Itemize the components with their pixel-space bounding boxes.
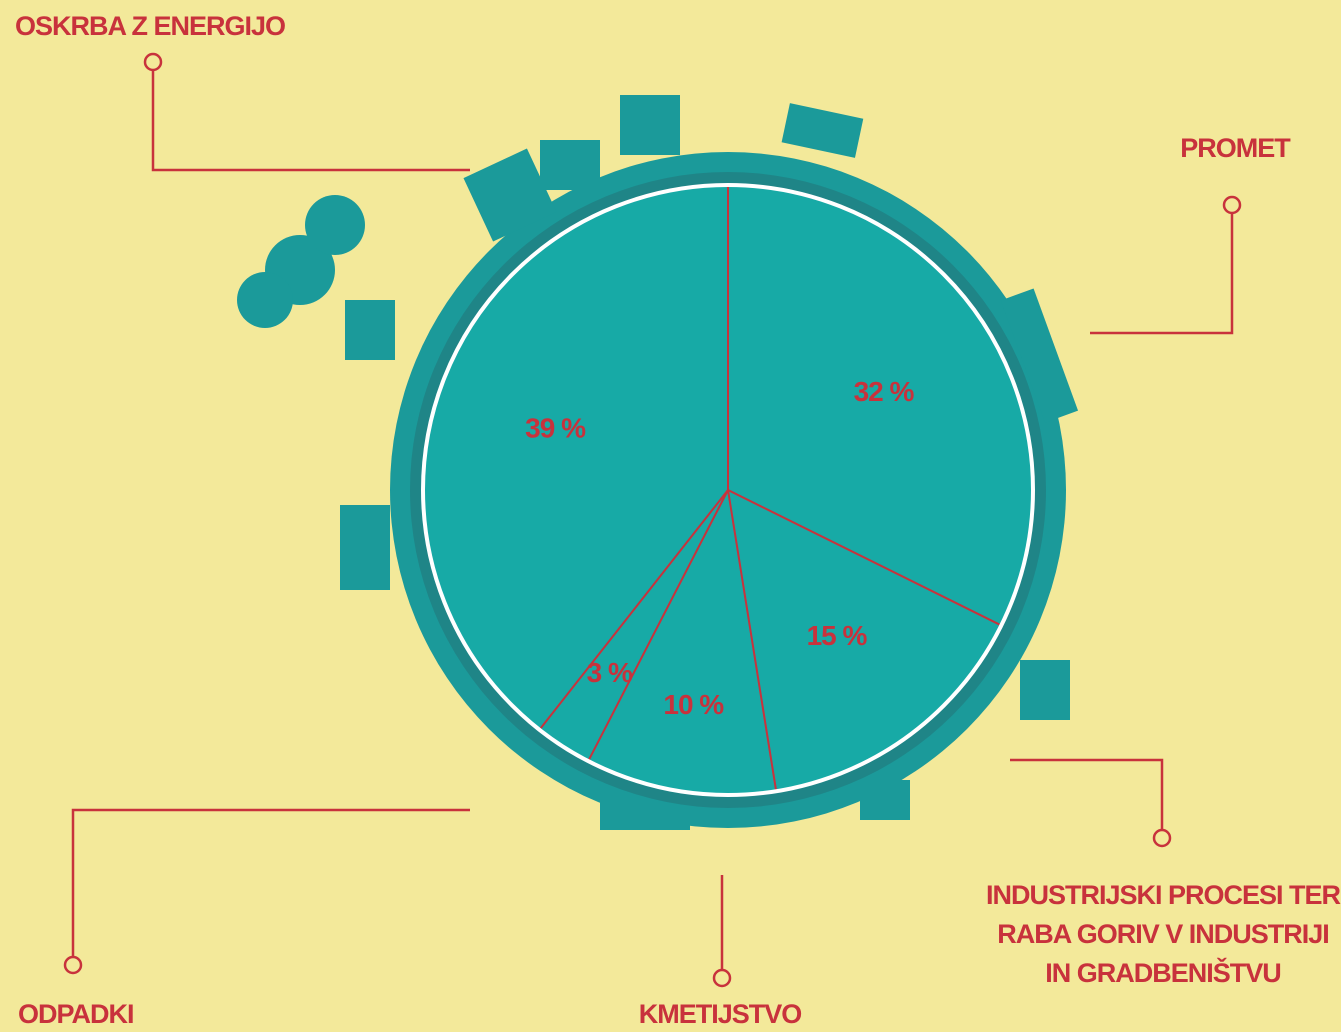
category-label: ODPADKI bbox=[18, 999, 134, 1029]
connector bbox=[1090, 213, 1232, 333]
connector bbox=[1010, 760, 1162, 830]
connector-dot bbox=[65, 957, 81, 973]
category-label: KMETIJSTVO bbox=[639, 999, 802, 1029]
smoke bbox=[305, 195, 365, 255]
truck bbox=[782, 103, 864, 158]
connector-dot bbox=[1154, 830, 1170, 846]
building bbox=[540, 140, 600, 190]
value-label: 15 % bbox=[807, 620, 868, 651]
connector-dot bbox=[1224, 197, 1240, 213]
category-label: OSKRBA Z ENERGIJO bbox=[15, 11, 285, 41]
connector-dot bbox=[145, 54, 161, 70]
building bbox=[340, 505, 390, 590]
connector-dot bbox=[714, 970, 730, 986]
value-label: 32 % bbox=[854, 376, 915, 407]
building bbox=[620, 95, 680, 155]
page: PROMET KMETIJSTVO ODPADKI OSKRBA Z ENERG… bbox=[0, 0, 1341, 1032]
building bbox=[600, 800, 690, 830]
connector bbox=[73, 810, 470, 957]
value-label: 10 % bbox=[663, 689, 724, 720]
category-label: PROMET bbox=[1180, 133, 1291, 163]
category-label: INDUSTRIJSKI PROCESI TER RABA GORIV V IN… bbox=[985, 876, 1341, 993]
building bbox=[860, 780, 910, 820]
value-label: 3 % bbox=[587, 657, 633, 688]
value-label: 39 % bbox=[525, 413, 586, 444]
smoke bbox=[237, 272, 293, 328]
building bbox=[345, 300, 395, 360]
building bbox=[1020, 660, 1070, 720]
connector bbox=[153, 70, 470, 170]
